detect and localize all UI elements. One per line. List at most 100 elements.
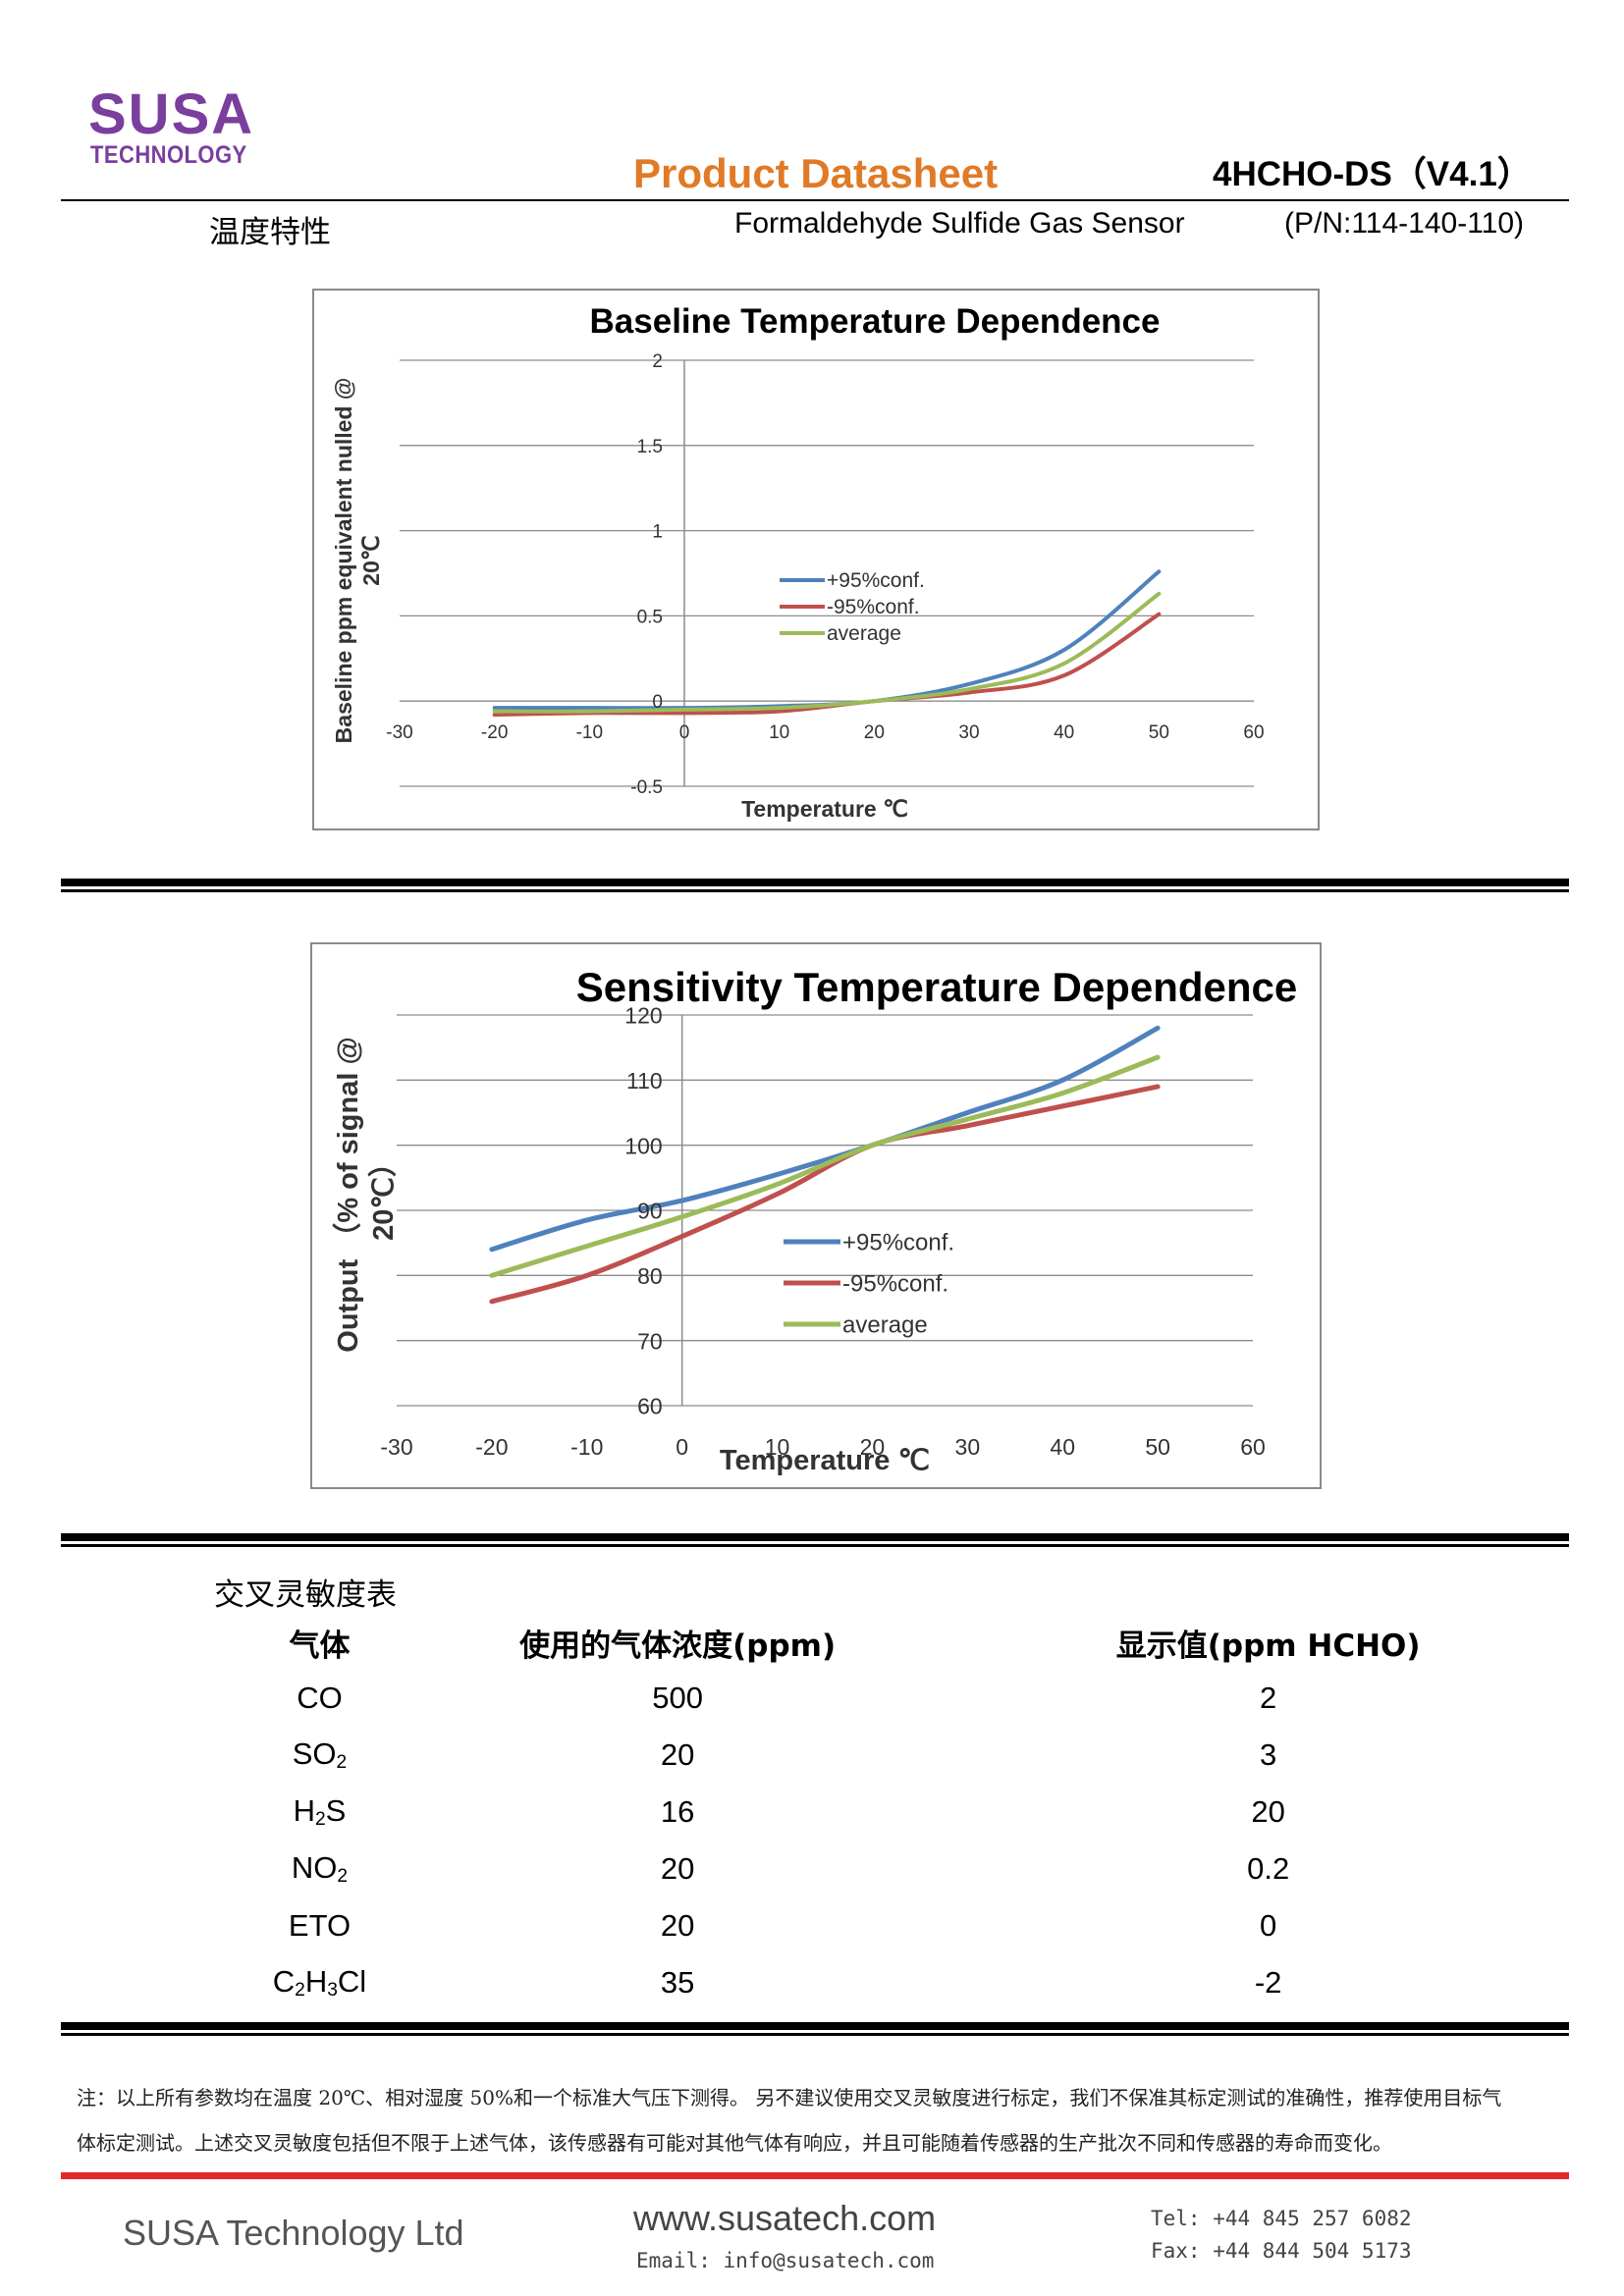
- y-tick-label: -0.5: [630, 777, 663, 798]
- gas-formula-part: H: [293, 1793, 315, 1829]
- y-tick-label: 100: [624, 1133, 662, 1158]
- table-row: SO2 20 3: [196, 1727, 1624, 1784]
- table-header-row: 气体 使用的气体浓度(ppm) 显示值(ppm HCHO): [196, 1615, 1624, 1670]
- cross-sensitivity-table: 气体 使用的气体浓度(ppm) 显示值(ppm HCHO) CO 500 2 SO2 2…: [196, 1615, 1624, 2011]
- header-gas: 气体: [289, 1628, 351, 1664]
- y-tick-label: 0.5: [637, 607, 663, 627]
- part-number: (P/N:114-140-110): [1284, 207, 1525, 240]
- legend-label: +95%conf.: [842, 1230, 954, 1256]
- gas-formula-part: 2: [337, 1865, 349, 1887]
- concentration-cell: 500: [652, 1681, 703, 1715]
- x-tick-label: -30: [386, 722, 412, 743]
- header-divider: [61, 199, 1569, 201]
- gas-formula-part: 2: [295, 1979, 305, 2001]
- gas-cell: SO2: [196, 1727, 443, 1784]
- y-tick-label: 60: [637, 1394, 663, 1419]
- x-tick-label: -20: [481, 722, 508, 743]
- x-tick-label: 10: [769, 722, 789, 743]
- sensitivity-chart: 60 70 80 90 100 110 120 -30 -20 -10 0 10 20 30 40 50 60 …: [310, 942, 1322, 1489]
- display-value-cell: 2: [1260, 1681, 1277, 1715]
- gas-formula-part: 2: [336, 1751, 348, 1773]
- concentration-cell: 20: [660, 1908, 695, 1943]
- gas-formula-part: 3: [327, 1979, 338, 2001]
- table-row: H2S 16 20: [196, 1784, 1624, 1841]
- concentration-cell: 20: [660, 1737, 695, 1772]
- footer-email-link[interactable]: Email: info@susatech.com: [636, 2249, 935, 2272]
- display-value-cell: 0.2: [1247, 1851, 1290, 1886]
- gas-formula-part: S: [325, 1793, 347, 1829]
- table-title: 交叉灵敏度表: [214, 1577, 397, 1613]
- footer-telephone: Tel: +44 845 257 6082: [1151, 2207, 1412, 2230]
- y-tick-label: 120: [624, 1003, 662, 1029]
- gas-formula-part: SO: [292, 1736, 337, 1772]
- x-tick-label: 40: [1050, 1434, 1075, 1460]
- series-line-2: [489, 1054, 1161, 1278]
- gas-formula-part: Cl: [337, 1964, 367, 2000]
- section-divider: [61, 2022, 1569, 2036]
- display-value-cell: -2: [1254, 1965, 1282, 2000]
- header-concentration: 使用的气体浓度(ppm): [519, 1628, 837, 1664]
- y-tick-label: 0: [652, 692, 663, 713]
- footer-website-link[interactable]: www.susatech.com: [633, 2198, 937, 2238]
- table-row: CO 500 2: [196, 1670, 1624, 1727]
- x-tick-label: 60: [1240, 1434, 1266, 1460]
- logo-wordmark: SUSA: [88, 82, 255, 146]
- display-value-cell: 20: [1251, 1794, 1285, 1829]
- y-tick-label: 70: [637, 1328, 663, 1354]
- table-row: ETO 20 0: [196, 1897, 1624, 1954]
- x-tick-label: 30: [958, 722, 979, 743]
- x-tick-label: 20: [864, 722, 885, 743]
- logo-subtitle: TECHNOLOGY: [90, 141, 247, 169]
- footer-fax: Fax: +44 844 504 5173: [1151, 2239, 1412, 2263]
- x-axis-label: Temperature ℃: [741, 796, 908, 822]
- x-tick-label: 50: [1145, 1434, 1170, 1460]
- concentration-cell: 35: [660, 1965, 695, 2000]
- series-line-1: [489, 1084, 1161, 1305]
- gas-formula-part: CO: [297, 1681, 343, 1715]
- x-tick-label: 60: [1243, 722, 1264, 743]
- concentration-cell: 20: [660, 1851, 695, 1886]
- y-axis-label-line2: 20℃: [358, 535, 384, 585]
- y-tick-label: 90: [637, 1199, 663, 1224]
- legend-label: -95%conf.: [827, 596, 920, 618]
- x-tick-label: 10: [765, 1434, 790, 1460]
- y-axis-label-line1: Output （% of signal @: [332, 1037, 364, 1352]
- gas-cell: ETO: [196, 1897, 443, 1954]
- x-axis-label: Temperature ℃: [720, 1445, 930, 1476]
- document-title: Product Datasheet: [633, 150, 999, 196]
- gas-cell: C2H3Cl: [196, 1954, 443, 2011]
- document-code: 4HCHO-DS（V4.1）: [1213, 155, 1532, 193]
- document-subtitle: Formaldehyde Sulfide Gas Sensor: [734, 207, 1185, 240]
- footnote-line-1: 注：以上所有参数均在温度 20℃、相对湿度 50%和一个标准大气压下测得。 另不…: [77, 2086, 1502, 2109]
- y-tick-label: 2: [652, 351, 663, 372]
- x-tick-label: 50: [1149, 722, 1169, 743]
- legend-label: average: [842, 1312, 928, 1339]
- gas-formula-part: NO: [291, 1850, 338, 1886]
- section-divider: [61, 879, 1569, 892]
- legend-label: +95%conf.: [827, 569, 925, 592]
- series-line-0: [489, 1025, 1161, 1253]
- x-tick-label: -10: [570, 1434, 603, 1460]
- section-divider: [61, 1533, 1569, 1547]
- display-value-cell: 0: [1260, 1908, 1277, 1943]
- series-line-2: [492, 591, 1162, 714]
- y-tick-label: 1: [652, 522, 663, 543]
- y-tick-label: 110: [626, 1068, 663, 1094]
- gas-cell: CO: [196, 1670, 443, 1727]
- y-tick-label: 1.5: [637, 437, 663, 457]
- y-axis-label-line2: 20℃）: [367, 1148, 400, 1241]
- concentration-cell: 16: [660, 1794, 695, 1829]
- baseline-chart-svg: -0.5 0 0.5 1 1.5 2 -30 -20 -10 0 10 20 30 40 50 60 +95%…: [331, 302, 1265, 822]
- x-tick-label: 0: [676, 1434, 688, 1460]
- footer-divider: [61, 2172, 1569, 2179]
- x-tick-label: 20: [860, 1434, 886, 1460]
- legend-label: -95%conf.: [842, 1271, 948, 1298]
- gas-formula-part: H: [304, 1964, 328, 2000]
- gas-formula-part: 2: [314, 1808, 326, 1830]
- table-row: NO2 20 0.2: [196, 1841, 1624, 1897]
- gas-formula-part: C: [272, 1964, 296, 2000]
- baseline-chart: -0.5 0 0.5 1 1.5 2 -30 -20 -10 0 10 20 30 40 50 60 +95%…: [312, 289, 1320, 830]
- x-tick-label: -10: [576, 722, 603, 743]
- chart-title: Baseline Temperature Dependence: [590, 302, 1161, 341]
